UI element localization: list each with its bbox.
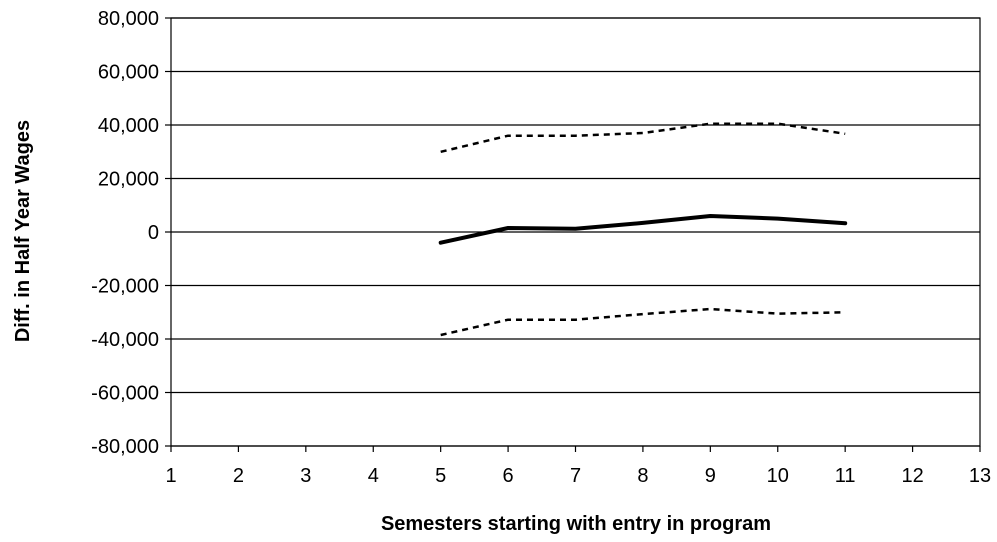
y-tick-label: 0 bbox=[148, 222, 159, 244]
x-tick-label: 3 bbox=[300, 465, 311, 487]
x-tick-label: 2 bbox=[233, 465, 244, 487]
x-tick-label: 4 bbox=[368, 465, 379, 487]
x-tick-label: 1 bbox=[165, 465, 176, 487]
x-tick-label: 10 bbox=[767, 465, 789, 487]
y-tick-label: -80,000 bbox=[91, 436, 159, 458]
y-axis-title: Diff. in Half Year Wages bbox=[12, 120, 34, 342]
solid-series-line bbox=[438, 214, 848, 245]
y-tick-labels: 80,000 60,000 40,000 20,000 0 -20,000 -40,000 -… bbox=[91, 8, 159, 458]
y-tick-label: 20,000 bbox=[98, 169, 159, 191]
x-tick-label: 7 bbox=[570, 465, 581, 487]
y-tick-label: 80,000 bbox=[98, 8, 159, 30]
y-tick-label: 40,000 bbox=[98, 115, 159, 137]
x-tick-label: 12 bbox=[901, 465, 923, 487]
x-tick-label: 6 bbox=[503, 465, 514, 487]
gridlines bbox=[171, 17, 980, 447]
y-tick-label: -20,000 bbox=[91, 276, 159, 298]
x-tick-label: 13 bbox=[969, 465, 991, 487]
axes bbox=[165, 17, 981, 452]
dotted-series-line bbox=[440, 122, 846, 154]
y-tick-label: -40,000 bbox=[91, 329, 159, 351]
x-tick-labels: 1 2 3 4 5 6 7 8 9 10 11 12 13 bbox=[165, 465, 991, 487]
x-tick-label: 9 bbox=[705, 465, 716, 487]
x-axis-title: Semesters starting with entry in program bbox=[381, 513, 771, 535]
x-tick-label: 11 bbox=[835, 465, 856, 487]
dotted-series-line bbox=[440, 307, 846, 337]
x-tick-label: 8 bbox=[637, 465, 648, 487]
series-lines bbox=[438, 122, 848, 337]
y-tick-label: -60,000 bbox=[91, 383, 159, 405]
x-tick-label: 5 bbox=[435, 465, 446, 487]
y-tick-label: 60,000 bbox=[98, 62, 159, 84]
